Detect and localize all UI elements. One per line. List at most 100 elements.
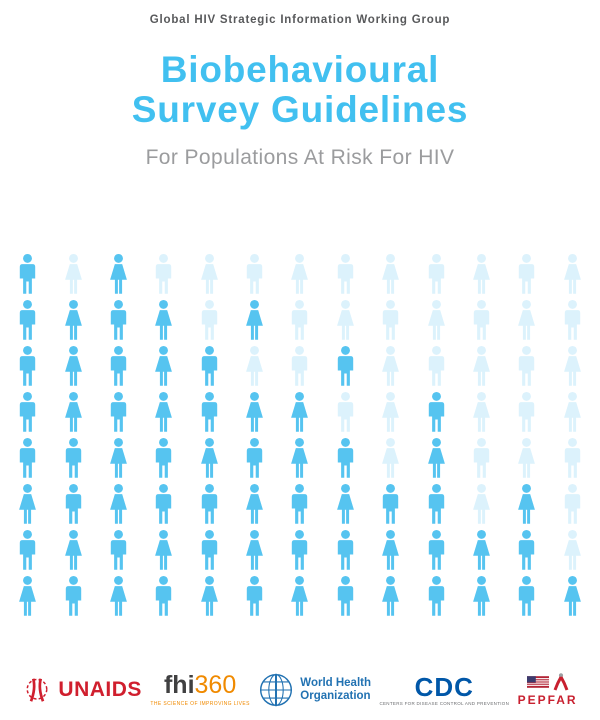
person-icon-male: [278, 344, 321, 388]
person-icon-female: [233, 298, 276, 342]
person-icon-female: [414, 436, 457, 480]
person-icon-male: [188, 528, 231, 572]
person-icon-female: [551, 390, 594, 434]
person-icon-male: [97, 390, 140, 434]
person-icon-female: [97, 436, 140, 480]
person-icon-female: [188, 252, 231, 296]
person-icon-female: [505, 482, 548, 526]
person-icon-male: [324, 344, 367, 388]
person-icon-female: [188, 436, 231, 480]
person-icon-female: [551, 344, 594, 388]
person-icon-male: [505, 528, 548, 572]
person-icon-male: [97, 298, 140, 342]
person-icon-female: [97, 482, 140, 526]
person-icon-male: [188, 298, 231, 342]
person-icon-male: [142, 574, 185, 618]
person-icon-female: [97, 252, 140, 296]
title-line-1: Biobehavioural: [160, 49, 440, 90]
person-icon-male: [6, 252, 49, 296]
person-icon-male: [460, 298, 503, 342]
pictogram-grid: [6, 252, 594, 618]
person-icon-male: [142, 252, 185, 296]
who-wordmark-line-1: World Health: [300, 677, 372, 690]
person-icon-male: [505, 574, 548, 618]
person-icon-male: [505, 390, 548, 434]
fhi360-wordmark-fhi: fhi: [163, 671, 195, 699]
person-icon-female: [460, 574, 503, 618]
organization-label: Global HIV Strategic Information Working…: [149, 14, 451, 26]
person-icon-female: [369, 574, 412, 618]
person-icon-male: [414, 390, 457, 434]
person-icon-male: [6, 344, 49, 388]
person-icon-female: [51, 390, 94, 434]
person-icon-male: [233, 252, 276, 296]
person-icon-female: [324, 482, 367, 526]
person-icon-male: [6, 436, 49, 480]
person-icon-female: [51, 252, 94, 296]
person-icon-male: [551, 298, 594, 342]
aids-ribbon-icon: [553, 673, 568, 691]
person-icon-male: [97, 344, 140, 388]
fhi360-wordmark-360: 360: [194, 671, 237, 699]
person-icon-male: [233, 574, 276, 618]
person-icon-female: [97, 574, 140, 618]
person-icon-male: [414, 574, 457, 618]
person-icon-female: [369, 436, 412, 480]
person-icon-male: [188, 344, 231, 388]
person-icon-female: [369, 528, 412, 572]
person-icon-male: [551, 436, 594, 480]
person-icon-male: [324, 252, 367, 296]
person-icon-male: [278, 298, 321, 342]
person-icon-female: [551, 252, 594, 296]
cdc-tagline: CENTERS FOR DISEASE CONTROL AND PREVENTI…: [379, 701, 510, 706]
unaids-wordmark: UNAIDS: [58, 678, 142, 701]
person-icon-female: [551, 574, 594, 618]
partner-logos-bar: UNAIDS fhi360 THE SCIENCE OF IMPROVING L…: [0, 660, 600, 720]
person-icon-male: [414, 528, 457, 572]
us-flag-icon: [526, 676, 549, 688]
person-icon-male: [505, 344, 548, 388]
person-icon-male: [324, 390, 367, 434]
person-icon-female: [142, 390, 185, 434]
who-logo: World Health Organization: [258, 672, 371, 708]
person-icon-female: [188, 574, 231, 618]
person-icon-male: [414, 344, 457, 388]
person-icon-female: [142, 344, 185, 388]
person-icon-female: [6, 482, 49, 526]
person-icon-female: [460, 390, 503, 434]
person-icon-female: [324, 298, 367, 342]
cdc-logo: CDC CENTERS FOR DISEASE CONTROL AND PREV…: [379, 674, 509, 706]
who-wordmark: World Health Organization: [300, 677, 371, 703]
person-icon-female: [51, 344, 94, 388]
person-icon-female: [414, 298, 457, 342]
person-icon-male: [369, 298, 412, 342]
person-icon-female: [505, 436, 548, 480]
person-icon-male: [324, 528, 367, 572]
fhi360-wordmark: fhi360: [164, 673, 236, 698]
person-icon-male: [278, 528, 321, 572]
person-icon-male: [188, 482, 231, 526]
page-subtitle: For Populations At Risk For HIV: [145, 146, 455, 169]
person-icon-male: [278, 482, 321, 526]
pepfar-emblem: [526, 673, 569, 691]
person-icon-male: [6, 528, 49, 572]
person-icon-male: [551, 482, 594, 526]
person-icon-female: [460, 528, 503, 572]
who-wordmark-line-2: Organization: [300, 690, 371, 702]
person-icon-female: [278, 436, 321, 480]
who-emblem-icon: [260, 673, 293, 707]
person-icon-female: [505, 298, 548, 342]
person-icon-female: [51, 528, 94, 572]
unaids-emblem-icon: [26, 678, 48, 702]
person-icon-male: [369, 482, 412, 526]
person-icon-male: [142, 482, 185, 526]
person-icon-female: [551, 528, 594, 572]
person-icon-male: [6, 298, 49, 342]
person-icon-male: [188, 390, 231, 434]
person-icon-male: [142, 436, 185, 480]
fhi360-tagline: THE SCIENCE OF IMPROVING LIVES: [150, 701, 250, 707]
person-icon-female: [278, 252, 321, 296]
person-icon-female: [233, 390, 276, 434]
person-icon-male: [460, 436, 503, 480]
